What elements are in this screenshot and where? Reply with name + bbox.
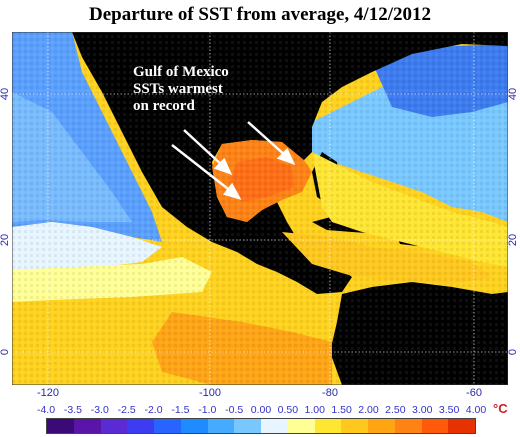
colorbar-label: 0.50 — [277, 404, 299, 416]
annotation-line-3: on record — [133, 98, 195, 114]
x-tick-label: -100 — [198, 387, 222, 399]
x-tick-label: -80 — [322, 387, 338, 399]
sst-anomaly-map — [12, 32, 508, 385]
colorbar-label: -3.5 — [63, 404, 82, 416]
colorbar-label: 2.00 — [358, 404, 379, 416]
x-tick-label: -120 — [36, 387, 60, 399]
y-tick-label-right: 20 — [507, 233, 520, 247]
colorbar — [46, 418, 476, 434]
colorbar-label: -1.5 — [171, 404, 190, 416]
colorbar-swatch — [448, 419, 475, 433]
colorbar-label: 1.00 — [304, 404, 325, 416]
colorbar-swatch — [180, 419, 208, 433]
colorbar-swatch — [47, 419, 74, 433]
y-tick-label-left: 20 — [0, 233, 12, 247]
annotation-text: Gulf of Mexico SSTs warmest on record — [133, 64, 263, 115]
colorbar-swatch — [234, 419, 261, 433]
colorbar-swatch — [314, 419, 342, 433]
colorbar-labels: -4.0 -3.5 -3.0 -2.5 -2.0 -1.5 -1.0 -0.5 0.00 0.50… — [30, 404, 500, 417]
colorbar-label: 0.00 — [250, 404, 272, 416]
colorbar-swatch — [154, 419, 181, 433]
annotation-line-1: Gulf of Mexico — [133, 64, 229, 80]
texture-overlay — [12, 32, 508, 385]
colorbar-swatch — [368, 419, 395, 433]
colorbar-swatch — [421, 419, 449, 433]
colorbar-unit: °C — [493, 401, 508, 416]
y-tick-label-left: 0 — [0, 348, 12, 356]
annotation-line-2: SSTs warmest — [133, 81, 223, 97]
colorbar-label: -2.0 — [144, 404, 163, 416]
colorbar-label: -4.0 — [36, 404, 56, 416]
colorbar-label: -1.0 — [198, 404, 217, 416]
colorbar-swatch — [261, 419, 288, 433]
y-tick-label-right: 0 — [507, 348, 520, 356]
colorbar-label: 2.50 — [385, 404, 406, 416]
colorbar-label: -3.0 — [90, 404, 109, 416]
map-title: Departure of SST from average, 4/12/2012 — [89, 4, 431, 25]
colorbar-swatch — [100, 419, 128, 433]
colorbar-swatch — [73, 419, 101, 433]
colorbar-label: 3.00 — [412, 404, 433, 416]
colorbar-label: -0.5 — [225, 404, 244, 416]
colorbar-label: 3.50 — [438, 404, 460, 416]
colorbar-label: 4.00 — [465, 404, 487, 416]
y-tick-label-right: 40 — [507, 87, 520, 101]
colorbar-swatch — [287, 419, 315, 433]
annotation-arrows — [171, 121, 296, 200]
colorbar-label: -2.5 — [117, 404, 136, 416]
colorbar-swatch — [207, 419, 235, 433]
colorbar-swatch — [394, 419, 422, 433]
colorbar-label: 1.50 — [331, 404, 352, 416]
colorbar-swatch — [341, 419, 368, 433]
x-tick-label: -60 — [466, 387, 482, 399]
grid-lines — [12, 32, 508, 385]
colorbar-swatch — [127, 419, 154, 433]
y-tick-label-left: 40 — [0, 87, 12, 101]
